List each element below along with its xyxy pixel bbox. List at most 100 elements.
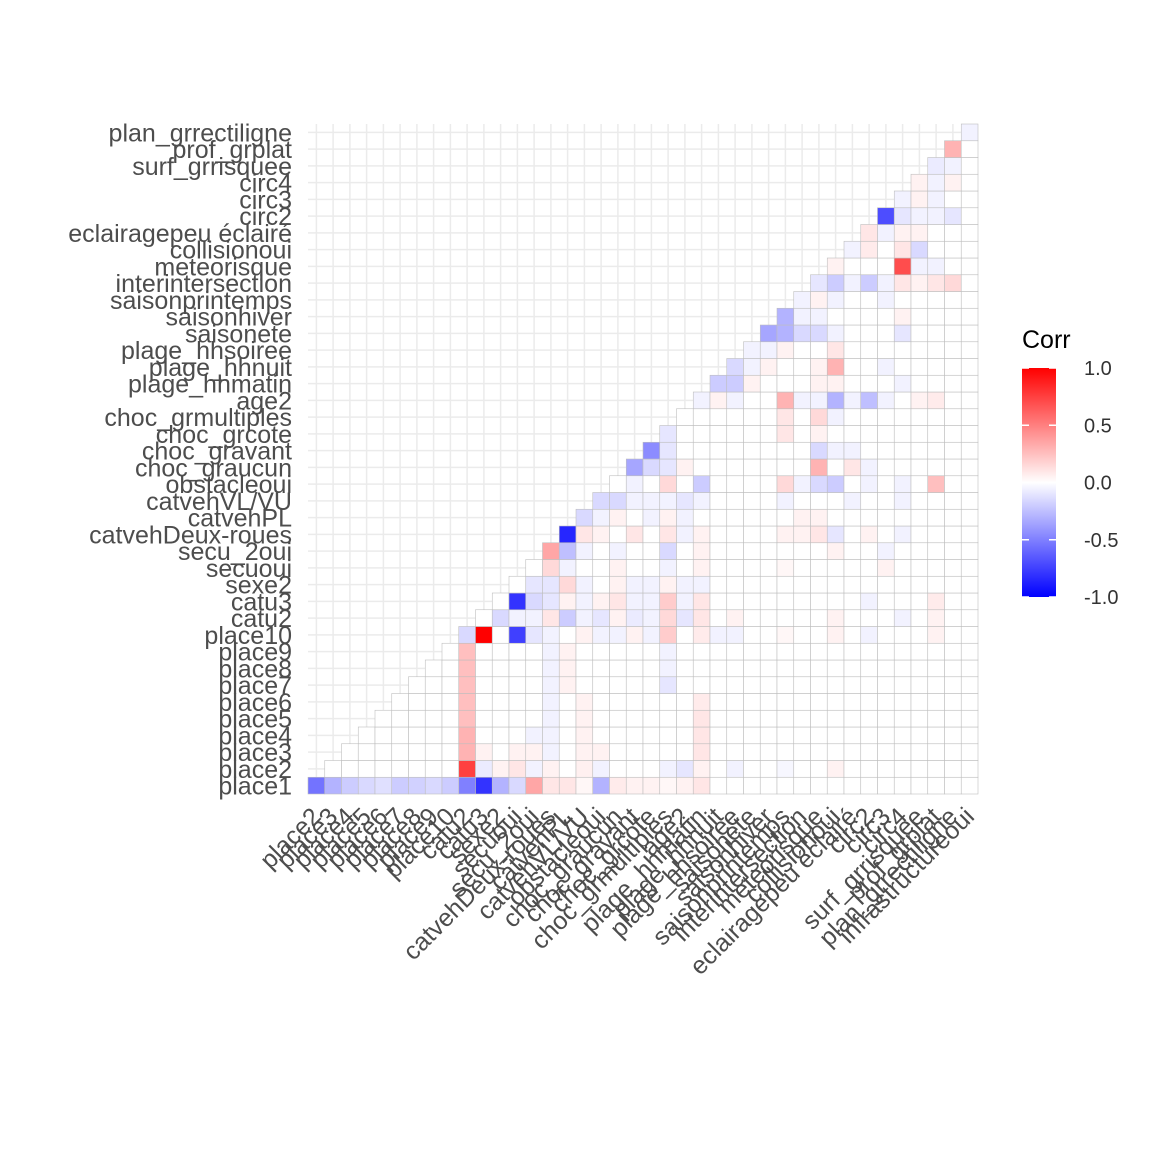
heatmap-cell [726,542,744,560]
heatmap-cell [441,726,460,745]
heatmap-cell [391,743,409,761]
heatmap-cell [960,257,979,276]
heatmap-cell [960,559,979,577]
heatmap-cell [927,425,945,443]
heatmap-cell [893,341,912,359]
heatmap-cell [508,709,527,728]
heatmap-cell [692,492,711,510]
heatmap-cell [743,659,761,678]
heatmap-cell [759,609,778,627]
heatmap-cell [960,358,979,376]
heatmap-cell [759,575,778,594]
heatmap-cell [575,760,594,778]
heatmap-cell [408,776,426,795]
heatmap-cell [944,291,962,309]
heatmap-cell [475,659,493,678]
heatmap-cell [709,626,728,644]
heatmap-cell [944,475,962,493]
heatmap-cell [944,224,962,242]
heatmap-cell [441,676,460,694]
heatmap-cell [860,408,878,426]
heatmap-cell [692,642,711,661]
heatmap-cell [458,676,476,694]
heatmap-cell [810,425,828,443]
heatmap-cell [826,358,845,376]
heatmap-cell [676,726,694,745]
heatmap-cell [860,676,878,694]
y-tick-label: catvehVL/VU [146,488,292,516]
heatmap-cell [944,391,962,410]
heatmap-cell [692,676,711,694]
heatmap-cell [676,693,694,711]
heatmap-cell [592,760,610,778]
heatmap-cell [826,408,845,426]
heatmap-cell [424,726,443,745]
heatmap-cell [743,492,761,510]
y-tick-label: catu3 [231,588,292,616]
heatmap-cell [558,609,577,627]
heatmap-cell [726,626,744,644]
heatmap-cell [810,709,828,728]
heatmap-cell [877,324,895,343]
heatmap-cell [743,508,761,527]
heatmap-cell [877,341,895,359]
heatmap-cell [726,441,744,460]
heatmap-cell [910,626,929,644]
heatmap-cell [558,726,577,745]
y-tick-label: place2 [218,756,292,784]
heatmap-cell [960,609,979,627]
heatmap-cell [910,642,929,661]
heatmap-cell [525,743,543,761]
heatmap-cell [826,441,845,460]
heatmap-cell [592,659,610,678]
heatmap-cell [810,626,828,644]
heatmap-cell [692,542,711,560]
heatmap-cell [592,709,610,728]
heatmap-cell [542,642,560,661]
heatmap-cell [441,743,460,761]
heatmap-cell [877,776,895,795]
heatmap-cell [592,676,610,694]
heatmap-cell [877,642,895,661]
heatmap-cell [692,626,711,644]
heatmap-cell [726,525,744,544]
heatmap-cell [944,760,962,778]
heatmap-cell [709,475,728,493]
heatmap-cell [525,592,543,611]
heatmap-cell [860,341,878,359]
heatmap-cell [960,458,979,477]
heatmap-cell [759,776,778,795]
heatmap-cell [960,659,979,678]
y-tick-label: plage_hhnuit [149,354,292,382]
heatmap-cell [324,776,342,795]
heatmap-cell [960,274,979,292]
heatmap-cell [726,374,744,393]
heatmap-cell [843,609,862,627]
heatmap-cell [659,609,677,627]
heatmap-cell [609,676,627,694]
heatmap-cell [659,441,677,460]
heatmap-cell [793,358,811,376]
heatmap-cell [341,760,359,778]
heatmap-cell [910,776,929,795]
heatmap-cell [893,257,912,276]
heatmap-cell [860,425,878,443]
heatmap-cell [826,475,845,493]
heatmap-cell [692,391,711,410]
heatmap-cell [860,441,878,460]
heatmap-cell [877,743,895,761]
heatmap-cell [944,693,962,711]
heatmap-cell [776,659,795,678]
y-tick-label: place5 [218,706,292,734]
heatmap-cell [810,441,828,460]
heatmap-cell [893,274,912,292]
heatmap-cell [793,458,811,477]
heatmap-cell [927,441,945,460]
heatmap-cell [592,575,610,594]
heatmap-cell [944,743,962,761]
heatmap-cell [726,609,744,627]
heatmap-cell [659,659,677,678]
heatmap-cell [944,190,962,209]
heatmap-cell [458,693,476,711]
